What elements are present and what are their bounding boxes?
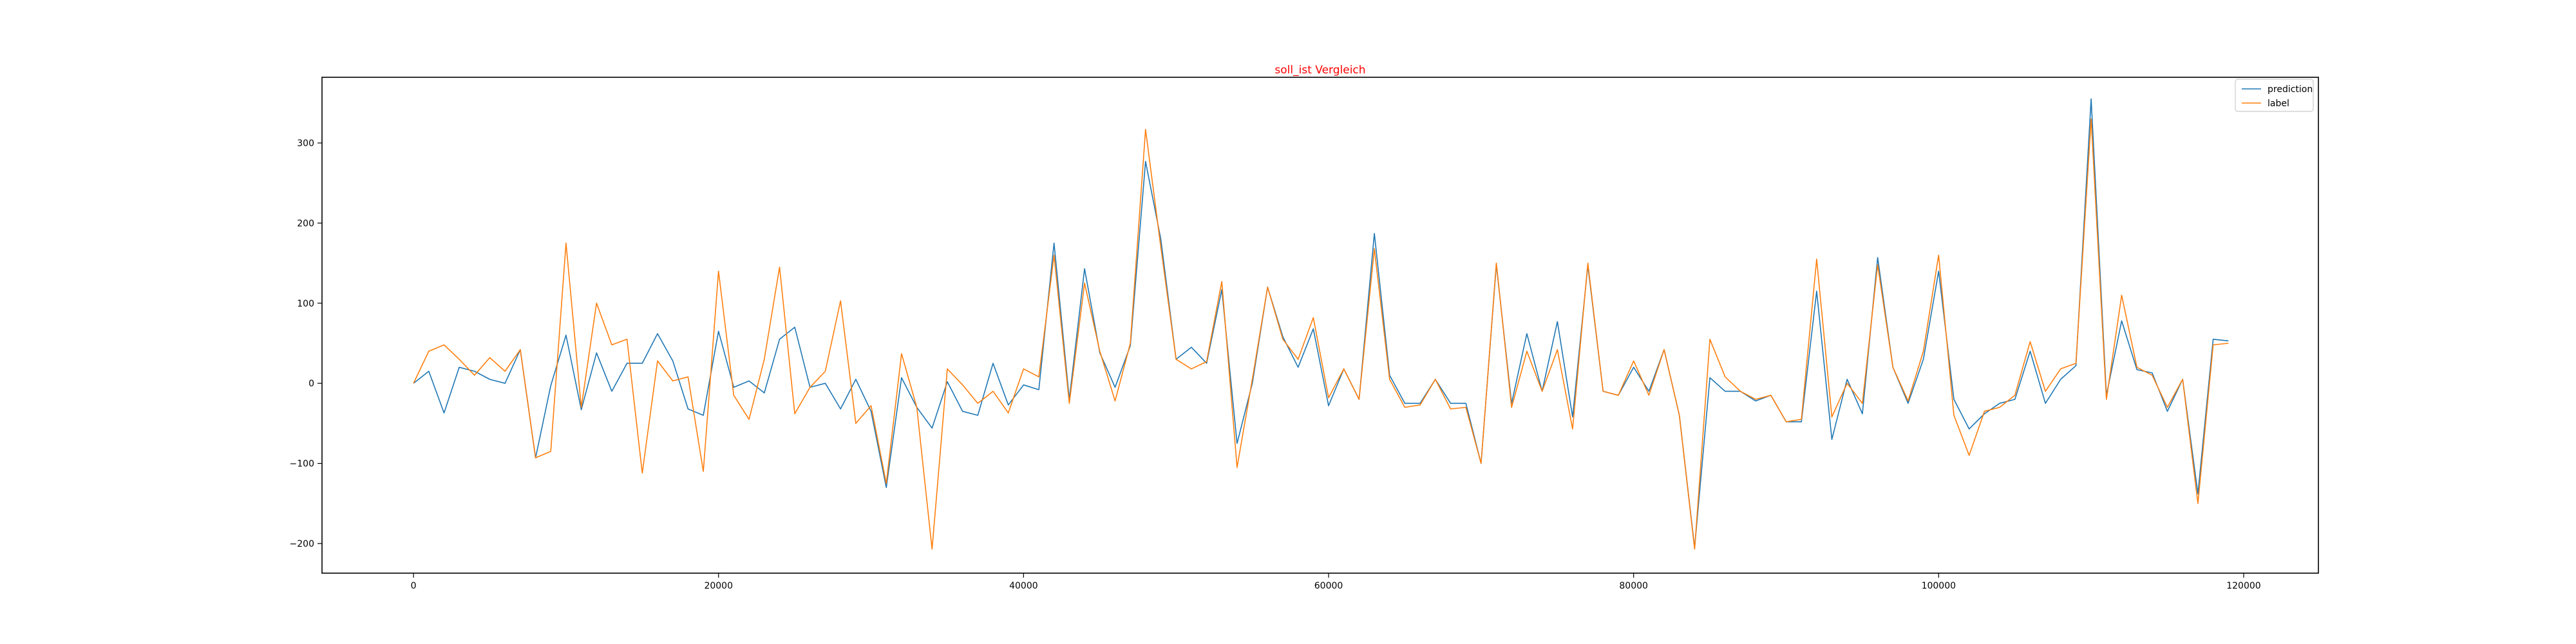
- x-tick-label: 120000: [2226, 581, 2260, 591]
- y-axis: −200 −100 0 100 200 300: [290, 138, 322, 549]
- y-tick-label: −200: [290, 539, 314, 549]
- legend: prediction label: [2235, 79, 2314, 112]
- x-tick-label: 0: [411, 581, 417, 591]
- y-tick-label: 300: [297, 138, 314, 149]
- series-line-label: [413, 118, 2229, 550]
- y-tick-label: 100: [297, 299, 314, 309]
- x-tick-label: 60000: [1314, 581, 1343, 591]
- legend-label-label: label: [2268, 99, 2289, 109]
- series-line-prediction: [413, 98, 2229, 549]
- legend-label-prediction: prediction: [2268, 84, 2313, 95]
- series-layer: [413, 98, 2229, 550]
- x-tick-label: 100000: [1922, 581, 1956, 591]
- x-axis: 0 20000 40000 60000 80000 100000 120000: [411, 573, 2261, 591]
- plot-frame: [321, 77, 2319, 574]
- x-tick-label: 40000: [1009, 581, 1038, 591]
- y-tick-label: 0: [308, 379, 314, 389]
- y-tick-label: −100: [290, 459, 314, 469]
- chart-title: soll_ist Vergleich: [1274, 64, 1365, 77]
- x-tick-label: 20000: [704, 581, 733, 591]
- y-tick-label: 200: [297, 218, 314, 229]
- x-tick-label: 80000: [1619, 581, 1648, 591]
